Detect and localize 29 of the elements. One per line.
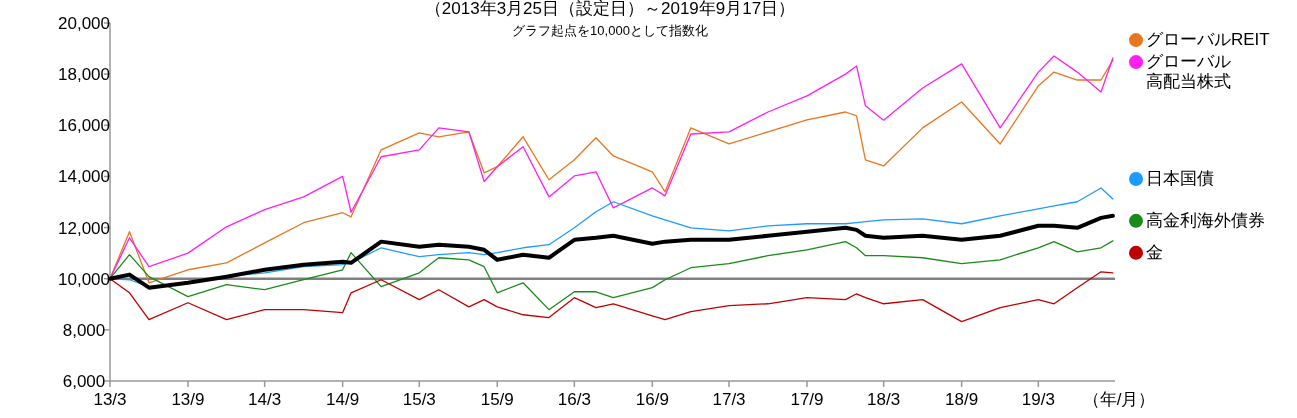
y-tick-label: 18,000 (58, 65, 110, 85)
x-tick-label: 16/9 (635, 390, 669, 409)
y-tick-label: 8,000 (62, 320, 106, 340)
chart-title: （2013年3月25日（設定日）～2019年9月17日） (424, 0, 796, 18)
x-tick-label: 17/3 (712, 390, 746, 409)
x-tick-label: 13/9 (171, 390, 205, 409)
legend-label: 日本国債 (1146, 168, 1214, 188)
y-tick-label: 14,000 (58, 167, 110, 187)
y-tick-label: 12,000 (58, 218, 110, 238)
x-tick-label: 19/3 (1021, 390, 1055, 409)
legend-label: グローバルREIT (1146, 30, 1270, 50)
chart-subtitle: グラフ起点を10,000として指数化 (512, 23, 708, 38)
x-tick-label: 18/9 (945, 390, 979, 409)
legend-label: 高金利海外債券 (1146, 210, 1265, 230)
x-tick-label: 15/9 (480, 390, 514, 409)
y-tick-label: 6,000 (62, 372, 106, 391)
x-axis-title: （年/月） (1082, 390, 1156, 409)
legend-label: グローバル高配当株式 (1146, 52, 1231, 92)
y-tick-label: 10,000 (58, 269, 110, 289)
x-tick-label: 18/3 (867, 390, 901, 409)
x-tick-label: 14/3 (248, 390, 282, 409)
x-tick-label: 14/9 (326, 390, 360, 409)
legend-label: 金 (1146, 242, 1163, 262)
x-tick-label: 15/3 (402, 390, 436, 409)
x-tick-label: 17/9 (790, 390, 824, 409)
y-tick-label: 16,000 (58, 116, 110, 136)
x-tick-label: 16/3 (557, 390, 591, 409)
y-tick-label: 20,000 (58, 14, 110, 33)
x-tick-label: 13/3 (93, 390, 127, 409)
